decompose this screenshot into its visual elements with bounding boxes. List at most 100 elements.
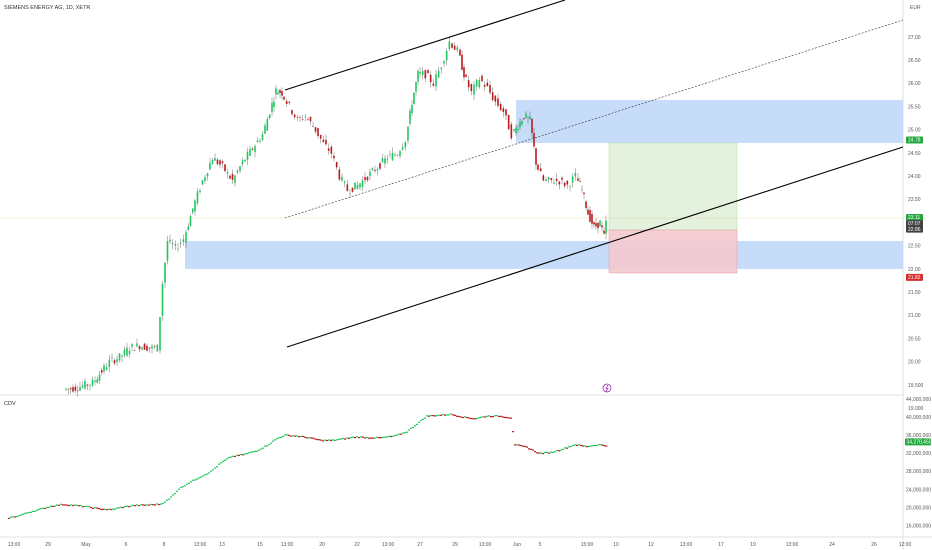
time-tick-label: 27 — [417, 542, 423, 548]
cdv-bar — [510, 417, 512, 419]
cdv-bar — [314, 438, 316, 440]
cdv-bar — [474, 418, 476, 420]
price-candle — [510, 121, 513, 141]
price-candle — [409, 108, 411, 127]
price-candle — [264, 122, 266, 135]
price-candle — [563, 181, 566, 189]
cdv-bar — [206, 473, 208, 475]
price-candle — [196, 188, 199, 206]
cdv-bar — [50, 505, 52, 507]
price-candle — [266, 116, 269, 131]
cdv-bar — [504, 416, 506, 419]
price-candle — [391, 147, 394, 161]
time-tick-label: May — [81, 542, 91, 548]
price-candle — [558, 180, 561, 190]
cdv-bar — [396, 434, 398, 436]
cdv-tick-label: 24,000,000 — [906, 487, 931, 493]
cdv-bar — [326, 439, 328, 442]
cdv-bar — [388, 435, 390, 437]
cdv-bar — [516, 444, 518, 446]
cdv-bar — [416, 423, 418, 426]
price-candle — [555, 173, 558, 186]
price-candle — [396, 153, 399, 157]
price-candle — [461, 50, 463, 71]
svg-text:24.78: 24.78 — [908, 138, 921, 144]
price-candle — [515, 124, 517, 136]
cdv-tick-label: 28,000,000 — [906, 469, 931, 475]
cdv-tick-label: 32,000,000 — [906, 451, 931, 457]
cdv-bar — [264, 445, 266, 447]
price-candle — [156, 344, 159, 352]
price-candle — [351, 187, 354, 193]
cdv-bar — [252, 451, 254, 453]
cdv-bar — [190, 481, 192, 483]
cdv-bar — [414, 425, 416, 427]
cdv-bar — [32, 510, 34, 512]
cdv-bar — [178, 488, 180, 490]
price-candle — [432, 79, 435, 87]
price-tick-label: 19.500 — [908, 383, 924, 389]
cdv-bar — [482, 416, 484, 418]
long-position-target-area[interactable] — [608, 142, 738, 231]
cdv-bar — [244, 453, 246, 455]
cdv-bar — [366, 436, 368, 439]
cdv-bar — [376, 436, 378, 438]
price-candle — [121, 354, 123, 362]
price-candle — [204, 174, 206, 184]
price-candle — [553, 179, 555, 185]
cdv-bar — [204, 474, 206, 476]
cdv-bar — [286, 434, 288, 436]
price-candle — [505, 109, 507, 121]
cdv-bar — [262, 447, 264, 449]
cdv-bar — [406, 431, 408, 433]
price-candle — [312, 121, 314, 128]
price-candle — [317, 127, 319, 139]
channel-upper-line[interactable] — [284, 0, 566, 91]
price-candle — [369, 168, 371, 181]
cdv-bar — [238, 454, 240, 457]
price-tick-label: 21.00 — [908, 313, 921, 319]
price-badge: 24.78 — [906, 136, 923, 144]
cdv-bar — [142, 504, 144, 506]
supply-zone[interactable] — [516, 100, 903, 143]
price-candle — [108, 354, 111, 373]
price-candle — [182, 234, 185, 246]
cdv-bar — [392, 435, 394, 437]
cdv-bar — [410, 427, 412, 429]
cdv-bar — [456, 415, 458, 417]
cdv-bar — [442, 413, 444, 416]
time-tick-label: 5 — [539, 542, 542, 548]
cdv-bar — [554, 451, 556, 453]
price-candle — [529, 111, 531, 120]
long-position-stop-area[interactable] — [608, 229, 738, 274]
price-tick-label: 23.50 — [908, 197, 921, 203]
price-candle — [100, 367, 103, 376]
cdv-bar — [362, 436, 364, 438]
cdv-bar — [494, 415, 496, 417]
price-candle — [589, 206, 591, 223]
cdv-axis: 44,000,000 40,000,000 36,000,000 32,000,000… — [906, 397, 931, 530]
price-candle — [76, 385, 79, 397]
cdv-bar — [146, 504, 148, 506]
price-candle — [437, 66, 440, 78]
channel-mid-line[interactable] — [284, 19, 904, 219]
price-candle — [483, 81, 486, 91]
cdv-bar — [198, 477, 200, 479]
cdv-bar — [214, 467, 216, 469]
cdv-bar — [522, 445, 524, 447]
price-candle — [467, 75, 470, 92]
event-marker-icon[interactable] — [602, 383, 612, 393]
price-candle — [226, 168, 229, 179]
cdv-bar — [558, 450, 560, 452]
cdv-bar — [22, 513, 24, 515]
price-candle — [148, 347, 151, 353]
channel-lower-line[interactable] — [286, 146, 904, 348]
cdv-bar — [258, 449, 260, 451]
price-candle — [366, 176, 369, 183]
cdv-bar — [20, 514, 22, 516]
cdv-bar — [212, 469, 214, 471]
cdv-tick-label: 44,000,000 — [906, 397, 931, 403]
demand-zone[interactable] — [185, 241, 903, 269]
cdv-bar — [28, 511, 30, 514]
